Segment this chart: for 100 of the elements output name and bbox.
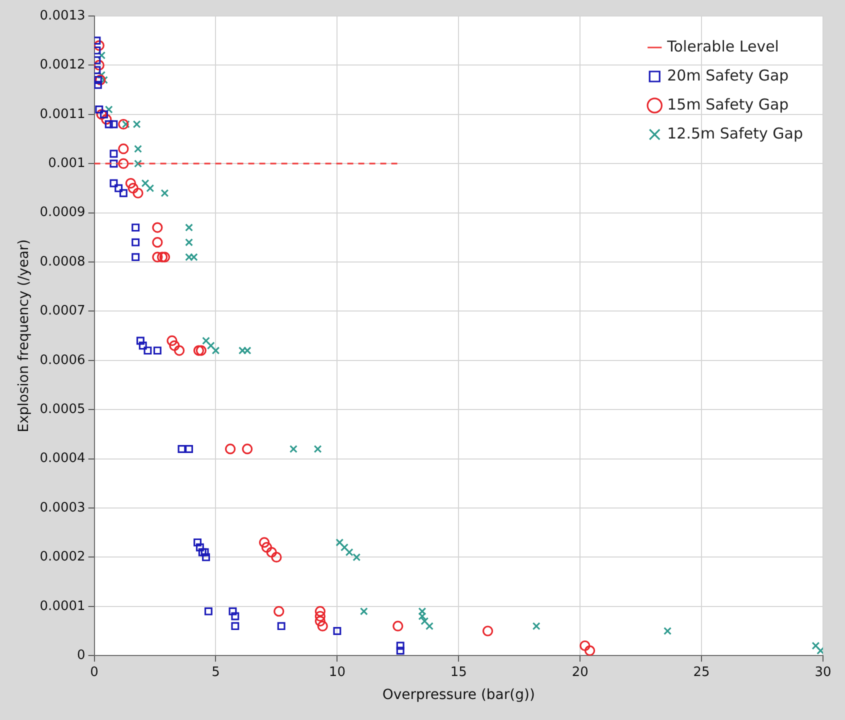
x-tick-label: 0 xyxy=(90,664,98,680)
point xyxy=(122,120,130,128)
point xyxy=(125,178,136,189)
point xyxy=(178,444,186,453)
point xyxy=(132,253,140,262)
x-tick-label: 10 xyxy=(328,664,346,680)
x-tick-label: 25 xyxy=(693,664,710,680)
point xyxy=(141,179,150,188)
x-tick-label: 30 xyxy=(814,664,832,680)
point xyxy=(352,553,361,562)
point xyxy=(169,340,180,351)
point xyxy=(134,144,142,153)
point xyxy=(198,548,206,556)
point xyxy=(289,444,298,453)
point xyxy=(118,144,129,154)
point xyxy=(174,345,185,356)
y-tick-label: 0.0006 xyxy=(40,352,86,368)
x-tick-label: 5 xyxy=(212,664,220,680)
y-tick-label: 0.0011 xyxy=(40,106,86,122)
point xyxy=(110,160,118,168)
y-tick-label: 0.0013 xyxy=(40,8,86,24)
y-tick-label: 0.0001 xyxy=(40,598,86,614)
y-tick-label: 0.0004 xyxy=(40,451,86,466)
point xyxy=(144,346,152,355)
point xyxy=(94,66,101,74)
point xyxy=(314,616,326,626)
point xyxy=(200,548,209,556)
point xyxy=(231,622,240,630)
y-tick-label: 0.0002 xyxy=(40,550,86,565)
y-tick-label: 0.0009 xyxy=(40,205,86,220)
x-tick-label: 15 xyxy=(450,664,467,680)
point xyxy=(101,114,112,125)
point xyxy=(277,622,286,630)
point xyxy=(185,444,193,453)
point xyxy=(110,150,118,158)
point xyxy=(95,74,106,86)
point xyxy=(271,552,282,562)
point xyxy=(242,444,253,454)
point xyxy=(118,158,129,169)
point xyxy=(314,444,322,453)
point xyxy=(194,538,202,546)
point xyxy=(94,56,101,64)
point xyxy=(119,189,128,198)
point xyxy=(136,336,144,345)
point xyxy=(360,607,368,616)
point xyxy=(396,646,404,655)
point xyxy=(314,610,326,622)
point xyxy=(202,553,210,562)
point xyxy=(185,224,193,232)
point xyxy=(396,642,404,650)
legend-label: 20m Safety Gap xyxy=(667,66,789,84)
point xyxy=(118,118,129,130)
point xyxy=(238,346,246,355)
point xyxy=(95,106,104,114)
point xyxy=(132,188,144,198)
x-tick-label: 20 xyxy=(572,664,588,680)
point xyxy=(185,238,193,246)
y-tick-label: 0.0012 xyxy=(40,58,86,73)
y-tick-label: 0.001 xyxy=(48,156,86,171)
y-tick-label: 0 xyxy=(77,648,86,663)
point xyxy=(231,612,240,620)
point xyxy=(104,106,113,114)
point xyxy=(314,606,326,617)
y-tick-label: 0.0007 xyxy=(40,304,86,319)
point xyxy=(482,626,494,636)
point xyxy=(166,335,178,346)
point xyxy=(157,252,168,262)
point xyxy=(584,645,596,656)
point xyxy=(225,444,236,454)
point xyxy=(132,224,140,232)
point xyxy=(190,253,198,262)
point xyxy=(94,60,104,70)
point xyxy=(333,627,342,635)
point xyxy=(94,36,101,45)
point xyxy=(94,76,102,84)
point xyxy=(580,640,590,652)
y-tick-label: 0.0003 xyxy=(40,500,86,516)
point xyxy=(532,622,540,630)
point xyxy=(345,548,354,556)
y-axis-title: Explosion frequency (/year) xyxy=(16,239,32,432)
point xyxy=(185,253,193,262)
point xyxy=(104,120,113,128)
point xyxy=(110,179,118,188)
point xyxy=(392,620,404,632)
point xyxy=(193,345,204,356)
point xyxy=(812,642,820,650)
point xyxy=(114,184,123,192)
point xyxy=(100,110,108,118)
point xyxy=(426,622,434,630)
point xyxy=(138,342,147,350)
point xyxy=(152,222,163,233)
point xyxy=(204,607,212,616)
point xyxy=(94,46,101,54)
point xyxy=(96,109,107,120)
point xyxy=(274,606,284,617)
point xyxy=(146,184,154,192)
point xyxy=(94,80,102,89)
point xyxy=(340,543,348,552)
point xyxy=(110,120,118,128)
point xyxy=(266,546,277,558)
